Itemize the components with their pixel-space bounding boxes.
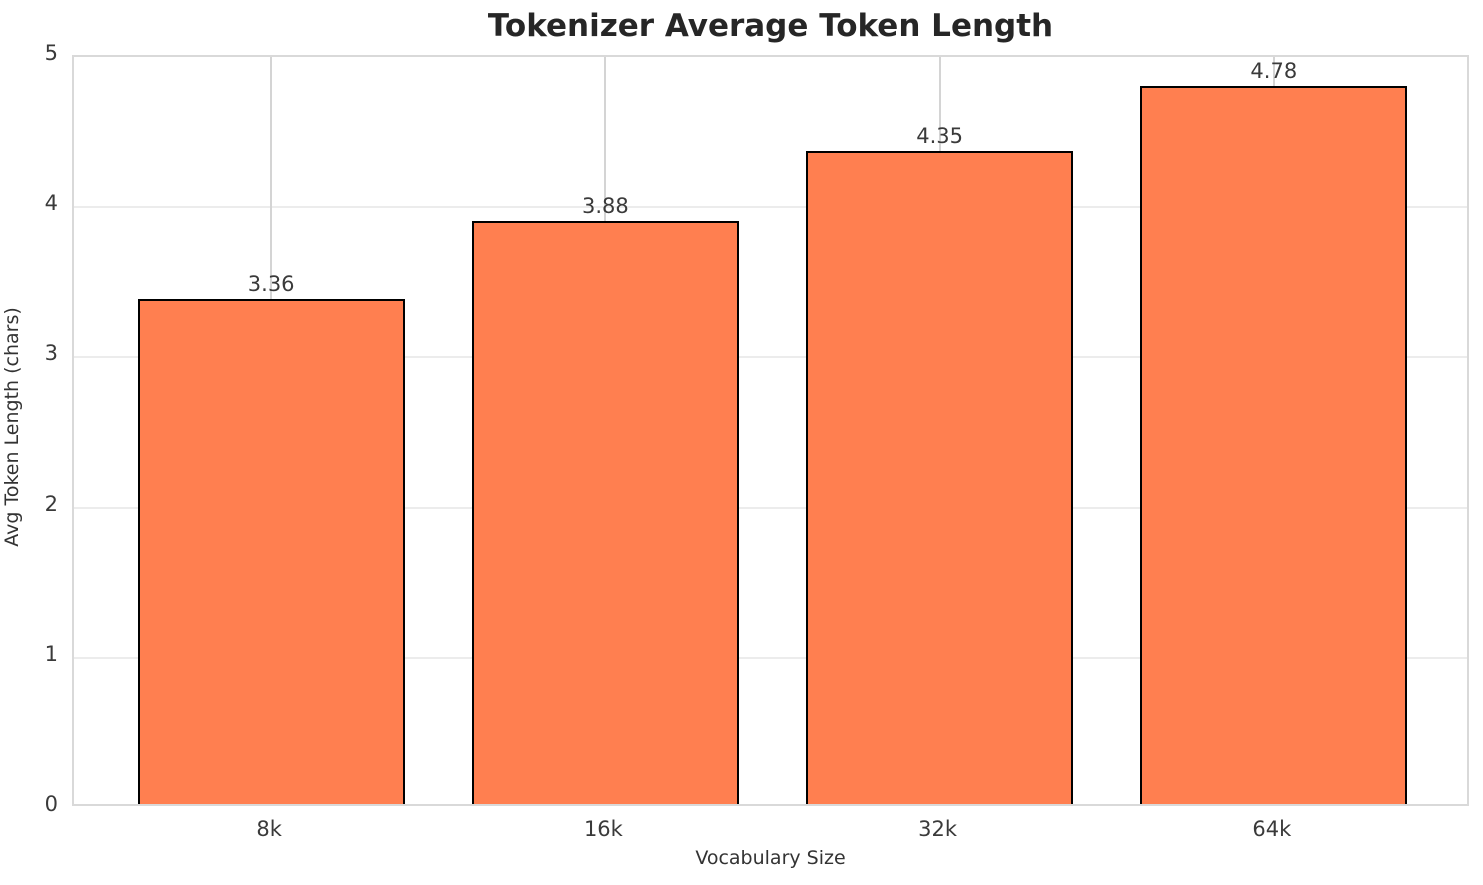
y-tick-label: 5 [44, 41, 58, 65]
bar-value-label: 4.35 [916, 123, 963, 148]
gridline-horizontal [74, 506, 1467, 509]
y-tick-label: 0 [44, 792, 58, 816]
plot-area: 3.36 3.88 4.35 4.78 [72, 55, 1469, 806]
y-tick-label: 3 [44, 341, 58, 366]
bar-value-label: 4.78 [1250, 59, 1298, 84]
y-tick-label: 4 [44, 191, 58, 216]
x-tick-label: 64k [1252, 817, 1292, 841]
bar-value-label: 3.36 [247, 272, 295, 297]
gridline-horizontal [74, 206, 1467, 209]
bar [137, 299, 405, 804]
chart-title: Tokenizer Average Token Length [487, 8, 1054, 44]
x-tick-label: 32k [918, 817, 958, 841]
bar [1140, 86, 1408, 804]
bar-value-label: 3.88 [582, 194, 629, 219]
x-tick-label: 16k [583, 817, 623, 841]
gridline-horizontal [74, 356, 1467, 359]
y-tick-label: 1 [44, 641, 58, 666]
bar [805, 150, 1074, 804]
x-axis-label: Vocabulary Size [695, 847, 846, 869]
gridline-horizontal [74, 656, 1467, 659]
x-tick-label: 8k [256, 817, 282, 841]
y-tick-label: 2 [44, 491, 58, 516]
bar [471, 221, 740, 804]
